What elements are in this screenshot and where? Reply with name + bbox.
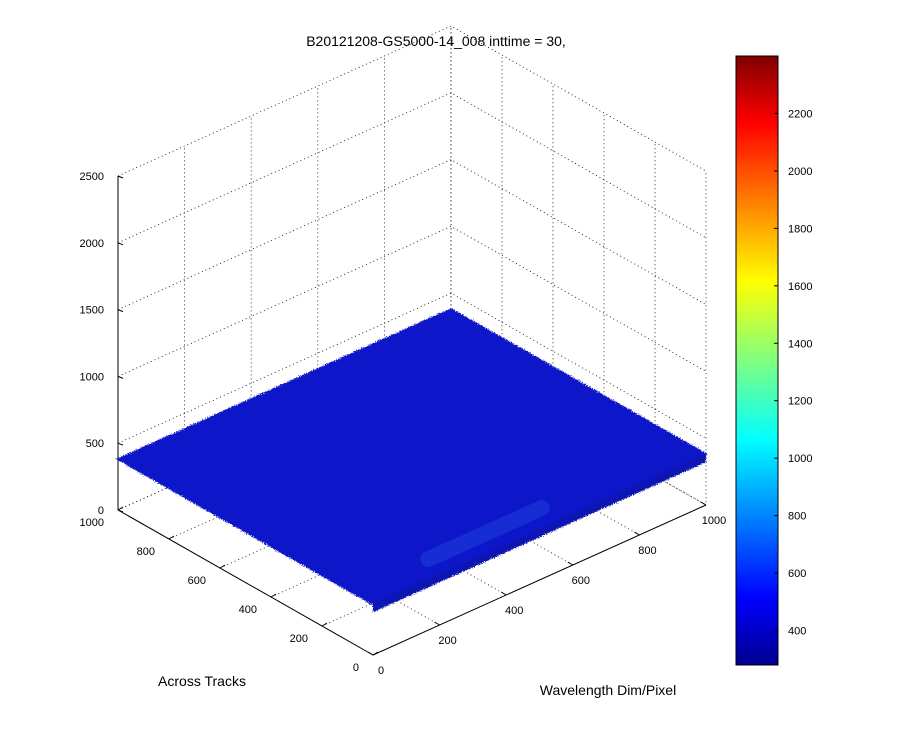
x-tick-label: 400: [505, 605, 523, 617]
y-tick-label: 0: [353, 662, 359, 674]
y-tick-label: 1000: [80, 517, 104, 529]
z-tick-mark: [117, 375, 124, 379]
surface-streak: [420, 500, 550, 568]
x-grid-line: [250, 116, 507, 596]
z-tick-label: 2000: [80, 238, 104, 250]
y-axis-line: [117, 509, 374, 656]
colorbar-tick-label: 2200: [788, 108, 812, 120]
x-tick-label: 200: [438, 635, 456, 647]
z-tick-mark: [117, 509, 124, 513]
x-tick-mark: [567, 561, 574, 566]
colorbar-gradient: [735, 55, 779, 666]
colorbar-tick-label: 600: [788, 568, 806, 580]
y-tick-label: 400: [239, 604, 257, 616]
x-tick-mark: [634, 531, 640, 536]
y-tick-mark: [117, 506, 124, 511]
chart-title: B20121208-GS5000-14_008 inttime = 30,: [306, 33, 566, 49]
x-axis-label: Wavelength Dim/Pixel: [540, 682, 676, 698]
y-tick-label: 800: [137, 546, 155, 558]
colorbar-tick-label: 1200: [788, 396, 812, 408]
z-tick-mark: [117, 242, 124, 246]
z-tick-mark: [117, 175, 124, 179]
z-grid-line: [117, 225, 707, 377]
surface-edge: [373, 454, 706, 613]
z-tick-label: 1000: [80, 371, 104, 383]
z-tick-label: 2500: [80, 171, 104, 183]
z-tick-labels: 0 500 1000 1500 2000 2500: [80, 171, 124, 517]
y-tick-mark: [270, 593, 277, 598]
z-tick-mark: [117, 309, 124, 313]
x-tick-label: 800: [638, 545, 656, 557]
y-tick-labels: 0 200 400 600 800 1000: [80, 506, 379, 674]
colorbar-tick-label: 1600: [788, 281, 812, 293]
z-grid-line: [117, 159, 707, 310]
x-grid-line: [184, 146, 440, 626]
x-grid-line: [383, 56, 640, 536]
colorbar-tick-label: 800: [788, 511, 806, 523]
colorbar-tick-labels: 400 600 800 1000 1200 1400 1600 1800 2000 2200: [774, 108, 812, 638]
y-tick-mark: [219, 564, 226, 569]
x-tick-label: 0: [378, 665, 384, 677]
x-grid-line: [317, 86, 573, 566]
x-tick-mark: [434, 621, 440, 626]
y-tick-mark: [321, 622, 328, 627]
x-tick-mark: [700, 501, 707, 506]
y-tick-label: 600: [188, 575, 206, 587]
z-tick-label: 1500: [80, 305, 104, 317]
z-grid-line: [117, 25, 707, 177]
colorbar: 400 600 800 1000 1200 1400 1600 1800 2000 2200: [735, 55, 812, 666]
axes: [117, 176, 707, 656]
x-tick-label: 600: [572, 575, 590, 587]
x-grid-line: [450, 26, 707, 506]
colorbar-tick-label: 1800: [788, 223, 812, 235]
colorbar-tick-label: 2000: [788, 166, 812, 178]
z-grid-line: [117, 292, 707, 444]
z-tick-label: 500: [86, 438, 104, 450]
z-tick-mark: [117, 442, 124, 446]
surface-plot: [115, 308, 709, 613]
y-axis-label: Across Tracks: [158, 673, 246, 689]
x-axis-line: [372, 504, 707, 656]
colorbar-tick-label: 1000: [788, 453, 812, 465]
y-tick-mark: [372, 651, 379, 656]
y-tick-label: 200: [290, 633, 308, 645]
z-tick-label: 0: [98, 505, 104, 517]
y-tick-mark: [168, 535, 175, 540]
z-grid-line: [117, 92, 707, 244]
x-tick-labels: 0 200 400 600 800 1000: [367, 501, 726, 677]
x-tick-mark: [367, 651, 374, 656]
x-tick-mark: [500, 591, 507, 596]
colorbar-tick-label: 400: [788, 626, 806, 638]
x-tick-label: 1000: [702, 515, 726, 527]
colorbar-tick-label: 1400: [788, 338, 812, 350]
